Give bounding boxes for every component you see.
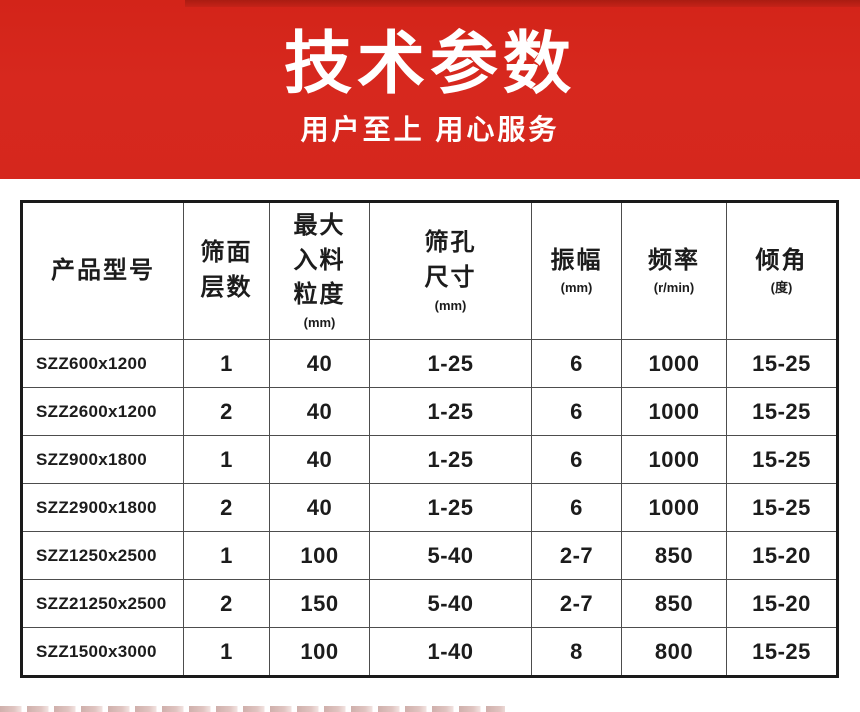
cell-mesh-size: 5-40 [369,579,532,628]
cell-model: SZZ2600x1200 [21,387,184,436]
col-header-frequency: 频率 (r/min) [621,201,727,340]
col-header-angle: 倾角 (度) [726,201,838,340]
table-row: SZZ1250x2500 1 100 5-40 2-7 850 15-20 [21,531,838,580]
cell-angle: 15-20 [726,579,838,628]
cell-layers: 2 [183,387,270,436]
cell-model: SZZ600x1200 [21,339,184,388]
table-row: SZZ600x1200 1 40 1-25 6 1000 15-25 [21,339,838,388]
col-header-frequency-label: 频率 [648,246,700,274]
cell-frequency: 1000 [621,339,727,388]
cell-angle: 15-25 [726,627,838,677]
cell-max-feed: 150 [269,579,370,628]
cell-mesh-size: 1-25 [369,435,532,484]
col-header-angle-unit: (度) [770,280,793,296]
cell-mesh-size: 1-25 [369,483,532,532]
cell-max-feed: 100 [269,531,370,580]
cell-amplitude: 6 [531,387,622,436]
cell-mesh-size: 1-25 [369,387,532,436]
cell-layers: 1 [183,435,270,484]
col-header-layers-label: 筛面 层数 [200,239,253,301]
cell-model: SZZ900x1800 [21,435,184,484]
cell-model: SZZ1250x2500 [21,531,184,580]
cell-model: SZZ21250x2500 [21,579,184,628]
cell-layers: 2 [183,483,270,532]
cell-frequency: 850 [621,579,727,628]
col-header-mesh-size-unit: (mm) [434,297,467,313]
cell-amplitude: 6 [531,483,622,532]
cell-max-feed: 40 [269,387,370,436]
cell-max-feed: 40 [269,339,370,388]
cell-layers: 1 [183,339,270,388]
col-header-amplitude: 振幅 (mm) [531,201,622,340]
cell-amplitude: 2-7 [531,531,622,580]
cell-frequency: 1000 [621,483,727,532]
cell-max-feed: 40 [269,435,370,484]
table-row: SZZ2900x1800 2 40 1-25 6 1000 15-25 [21,483,838,532]
cell-angle: 15-20 [726,531,838,580]
table-row: SZZ900x1800 1 40 1-25 6 1000 15-25 [21,435,838,484]
table-header-row: 产品型号 筛面 层数 最大 入料 粒度 (mm) 筛孔 尺寸 (mm) 振幅 (… [21,201,838,340]
cell-angle: 15-25 [726,435,838,484]
banner-top-strip [185,0,860,7]
cell-amplitude: 8 [531,627,622,677]
col-header-mesh-size: 筛孔 尺寸 (mm) [369,201,532,340]
col-header-mesh-size-label: 筛孔 尺寸 [424,229,477,292]
banner-subtitle: 用户至上 用心服务 [300,114,560,145]
col-header-model: 产品型号 [21,201,184,340]
spec-table: 产品型号 筛面 层数 最大 入料 粒度 (mm) 筛孔 尺寸 (mm) 振幅 (… [20,200,839,678]
cell-amplitude: 6 [531,435,622,484]
col-header-model-label: 产品型号 [51,256,155,284]
col-header-amplitude-unit: (mm) [560,280,593,296]
cell-angle: 15-25 [726,483,838,532]
cell-mesh-size: 1-40 [369,627,532,677]
cell-frequency: 850 [621,531,727,580]
cell-model: SZZ2900x1800 [21,483,184,532]
cell-amplitude: 6 [531,339,622,388]
col-header-angle-label: 倾角 [755,246,808,274]
cell-layers: 1 [183,531,270,580]
col-header-max-feed-label: 最大 入料 粒度 [293,211,346,309]
col-header-amplitude-label: 振幅 [550,246,603,274]
cell-amplitude: 2-7 [531,579,622,628]
col-header-max-feed-unit: (mm) [303,315,336,331]
col-header-layers: 筛面 层数 [183,201,270,340]
cell-mesh-size: 5-40 [369,531,532,580]
cell-frequency: 1000 [621,435,727,484]
cell-layers: 1 [183,627,270,677]
cell-angle: 15-25 [726,387,838,436]
cell-max-feed: 40 [269,483,370,532]
col-header-frequency-unit: (r/min) [653,280,695,296]
page-title: 技术参数 [283,26,576,102]
cell-layers: 2 [183,579,270,628]
cell-frequency: 800 [621,627,727,677]
cell-model: SZZ1500x3000 [21,627,184,677]
cell-max-feed: 100 [269,627,370,677]
cell-angle: 15-25 [726,339,838,388]
col-header-max-feed: 最大 入料 粒度 (mm) [269,201,370,340]
cell-frequency: 1000 [621,387,727,436]
table-row: SZZ21250x2500 2 150 5-40 2-7 850 15-20 [21,579,838,628]
table-row: SZZ1500x3000 1 100 1-40 8 800 15-25 [21,627,838,677]
banner: 技术参数 用户至上 用心服务 [0,0,860,179]
bottom-decorative-dashes [0,706,505,712]
cell-mesh-size: 1-25 [369,339,532,388]
table-row: SZZ2600x1200 2 40 1-25 6 1000 15-25 [21,387,838,436]
